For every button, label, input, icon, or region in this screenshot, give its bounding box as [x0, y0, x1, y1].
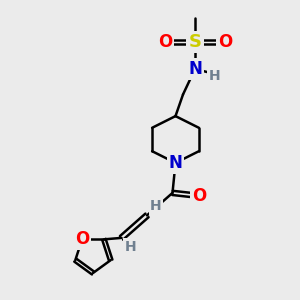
Text: H: H [150, 200, 162, 213]
Text: O: O [75, 230, 89, 248]
Text: O: O [218, 33, 232, 51]
Text: O: O [192, 187, 207, 205]
Text: H: H [125, 240, 136, 254]
Text: O: O [158, 33, 172, 51]
Text: N: N [188, 60, 202, 78]
Text: H: H [209, 70, 220, 83]
Text: N: N [169, 154, 182, 172]
Text: S: S [188, 33, 202, 51]
